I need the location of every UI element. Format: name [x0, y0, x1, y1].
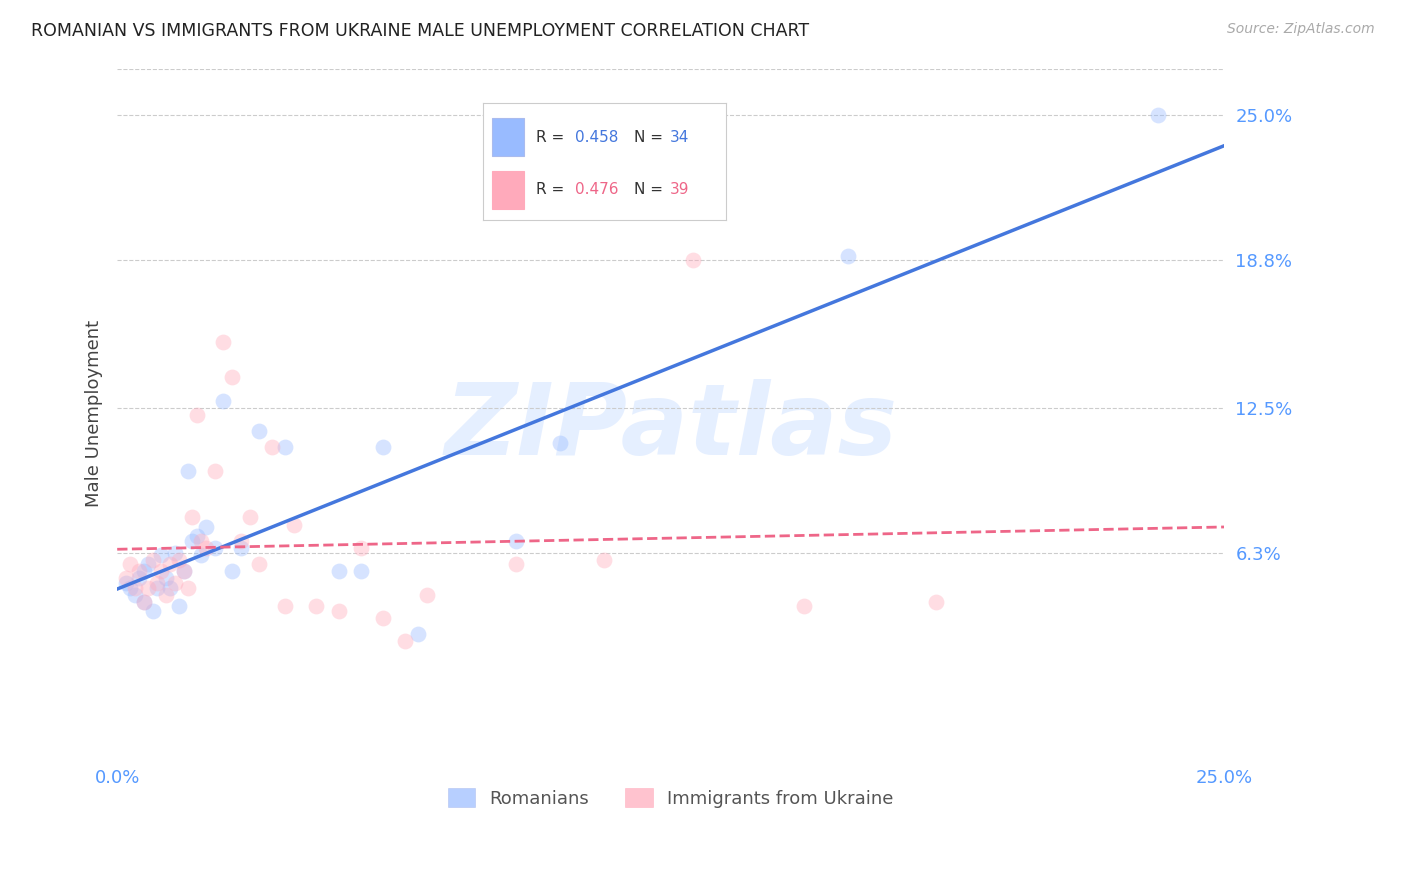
Point	[124, 581, 146, 595]
Point	[115, 571, 138, 585]
Point	[190, 533, 212, 548]
Text: ROMANIAN VS IMMIGRANTS FROM UKRAINE MALE UNEMPLOYMENT CORRELATION CHART: ROMANIAN VS IMMIGRANTS FROM UKRAINE MALE…	[31, 22, 808, 40]
Point	[120, 558, 142, 572]
Point	[150, 564, 173, 578]
Point	[247, 424, 270, 438]
Point	[371, 611, 394, 625]
Point	[159, 558, 181, 572]
Point	[194, 520, 217, 534]
Point	[682, 253, 704, 268]
Point	[124, 588, 146, 602]
Point	[167, 599, 190, 614]
Point	[186, 529, 208, 543]
Point	[231, 541, 253, 555]
Point	[408, 627, 430, 641]
Point	[416, 588, 439, 602]
Point	[328, 564, 350, 578]
Point	[350, 541, 373, 555]
Point	[283, 517, 305, 532]
Point	[593, 552, 616, 566]
Point	[371, 440, 394, 454]
Legend: Romanians, Immigrants from Ukraine: Romanians, Immigrants from Ukraine	[441, 781, 901, 815]
Point	[128, 564, 150, 578]
Point	[115, 576, 138, 591]
Point	[247, 558, 270, 572]
Point	[120, 581, 142, 595]
Point	[194, 541, 217, 555]
Text: Source: ZipAtlas.com: Source: ZipAtlas.com	[1227, 22, 1375, 37]
Point	[155, 588, 177, 602]
Point	[221, 370, 243, 384]
Point	[155, 571, 177, 585]
Point	[146, 581, 169, 595]
Point	[1146, 108, 1168, 122]
Point	[181, 510, 204, 524]
Text: ZIPatlas: ZIPatlas	[444, 379, 897, 475]
Point	[136, 558, 159, 572]
Point	[132, 564, 155, 578]
Point	[262, 440, 284, 454]
Point	[128, 571, 150, 585]
Point	[793, 599, 815, 614]
Point	[328, 604, 350, 618]
Point	[181, 533, 204, 548]
Point	[177, 464, 200, 478]
Point	[190, 548, 212, 562]
Point	[274, 440, 297, 454]
Point	[350, 564, 373, 578]
Point	[221, 564, 243, 578]
Point	[142, 604, 165, 618]
Point	[212, 335, 235, 350]
Point	[146, 576, 169, 591]
Y-axis label: Male Unemployment: Male Unemployment	[86, 320, 103, 507]
Point	[231, 533, 253, 548]
Point	[212, 393, 235, 408]
Point	[132, 595, 155, 609]
Point	[136, 581, 159, 595]
Point	[173, 564, 195, 578]
Point	[150, 548, 173, 562]
Point	[305, 599, 328, 614]
Point	[132, 595, 155, 609]
Point	[142, 552, 165, 566]
Point	[167, 552, 190, 566]
Point	[548, 435, 571, 450]
Point	[505, 533, 527, 548]
Point	[173, 564, 195, 578]
Point	[204, 541, 226, 555]
Point	[239, 510, 262, 524]
Point	[163, 576, 186, 591]
Point	[159, 581, 181, 595]
Point	[177, 581, 200, 595]
Point	[274, 599, 297, 614]
Point	[204, 464, 226, 478]
Point	[505, 558, 527, 572]
Point	[837, 249, 859, 263]
Point	[163, 545, 186, 559]
Point	[186, 408, 208, 422]
Point	[394, 634, 416, 648]
Point	[925, 595, 948, 609]
